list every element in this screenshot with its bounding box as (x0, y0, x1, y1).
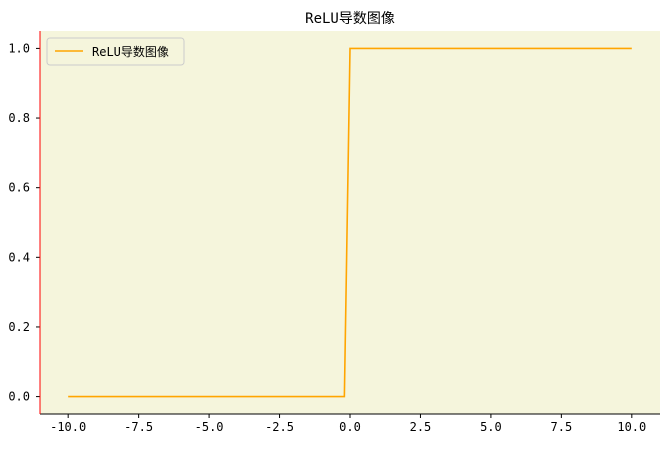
x-tick-label: 10.0 (617, 420, 646, 434)
y-tick-label: 1.0 (8, 41, 30, 55)
legend-label: ReLU导数图像 (92, 44, 169, 59)
y-axis: 0.0 0.2 0.4 0.6 0.8 1.0 (8, 41, 40, 404)
chart-title: ReLU导数图像 (305, 11, 395, 27)
y-tick-label: 0.4 (8, 250, 30, 264)
legend-box (46, 37, 185, 66)
x-tick-label: 2.5 (410, 420, 432, 434)
y-tick-label: 0.6 (8, 181, 30, 195)
x-axis: -10.0 -7.5 -5.0 -2.5 0.0 2.5 5.0 7.5 10.0 (50, 414, 646, 434)
x-tick-label: -5.0 (195, 420, 224, 434)
series-line (68, 47, 632, 398)
x-tick-label: -7.5 (124, 420, 153, 434)
x-tick-label: -2.5 (265, 420, 294, 434)
x-tick-label: -10.0 (50, 420, 86, 434)
y-tick-label: 0.0 (8, 390, 30, 404)
series-layer (68, 47, 632, 398)
legend: ReLU导数图像 (46, 37, 185, 66)
x-tick-label: 0.0 (339, 420, 361, 434)
y-tick-label: 0.2 (8, 320, 30, 334)
x-tick-label: 5.0 (480, 420, 502, 434)
y-tick-label: 0.8 (8, 111, 30, 125)
x-tick-label: 7.5 (551, 420, 573, 434)
